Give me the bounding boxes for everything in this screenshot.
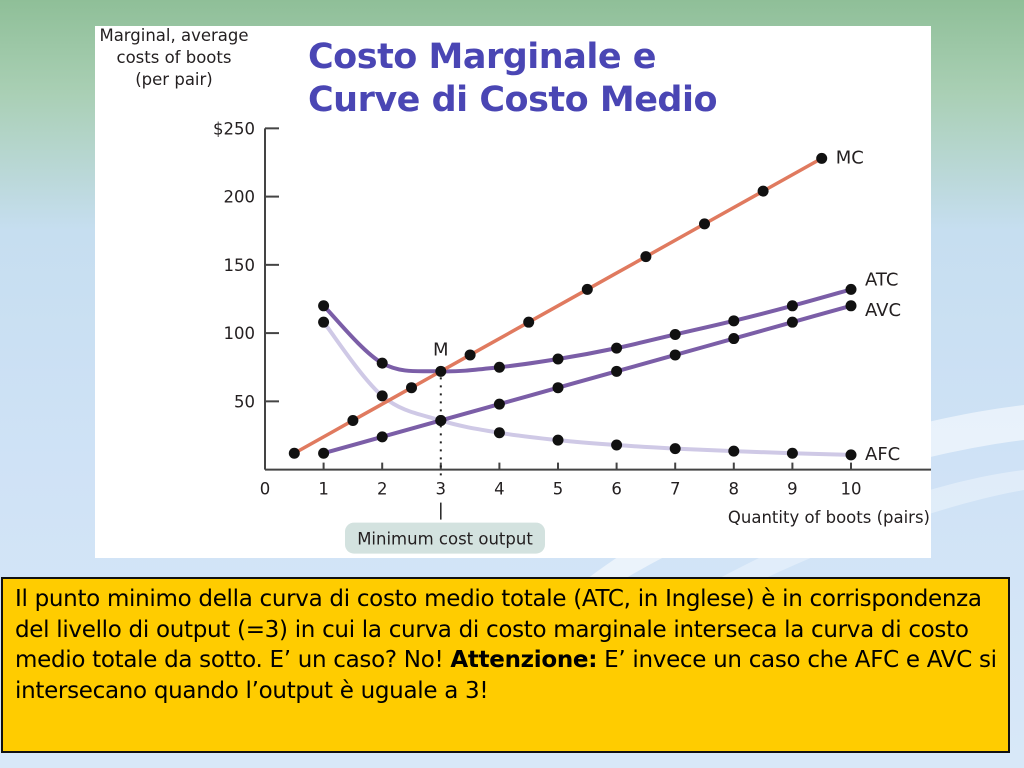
mc-point [816,152,828,164]
x-tick-label: 4 [494,480,505,499]
title-line-1: Costo Marginale e [308,37,656,77]
atc-label: ATC [865,269,898,290]
mc-curve [292,156,824,455]
x-tick-label: 1 [318,480,329,499]
title-line-2: Curve di Costo Medio [308,80,718,120]
avc-point [376,431,388,443]
afc-point [435,414,447,426]
slide-title: Costo Marginale e Curve di Costo Medio [308,36,718,122]
minimum-callout-label: Minimum cost output [357,530,533,549]
atc-point [493,361,505,373]
x-tick-label: 7 [670,480,681,499]
minimum-callout-box [345,522,545,554]
mc-point [699,218,710,230]
y-tick-label: 100 [224,324,256,343]
mc-point [288,447,300,459]
y-tick-label: $250 [213,119,255,138]
atc-point [786,300,798,312]
afc-point [669,443,681,455]
afc-curve [321,320,853,457]
avc-point [728,333,740,345]
x-tick-label: 5 [553,480,564,499]
x-tick-label: 0 [260,480,271,499]
mc-point [347,414,359,426]
x-tick-label: 9 [787,480,798,499]
mc-point [406,382,417,394]
atc-point [611,342,623,354]
avc-point [845,300,857,312]
y-axis-label-line-3: (per pair) [135,70,212,89]
avc-label: AVC [865,300,901,321]
avc-point [552,382,564,394]
caption-box: Il punto minimo della curva di costo med… [1,577,1010,753]
x-tick-label: 6 [611,480,622,499]
mc-label: MC [836,147,864,168]
afc-point [552,434,564,446]
mc-point [640,251,652,263]
x-tick-label: 2 [377,480,388,499]
afc-point [728,445,740,457]
atc-point [318,300,330,312]
y-axis-label: Marginal, average costs of boots (per pa… [99,26,248,89]
afc-point [786,447,798,459]
afc-point [493,427,505,439]
avc-curve [321,303,853,456]
y-axis-label-line-1: Marginal, average [99,26,248,45]
afc-label: AFC [865,444,900,465]
atc-point [669,328,681,340]
atc-point [552,353,564,365]
afc-point [845,449,857,461]
point-m-label: M [433,339,449,360]
data-points [288,152,857,461]
caption-bold-attenzione: Attenzione: [450,647,598,673]
atc-point [376,357,388,369]
mc-point [581,283,593,295]
caption-text-1: Il punto minimo della curva di costo med… [15,586,982,673]
y-tick-label: 150 [224,256,256,275]
atc-point [435,365,447,377]
atc-curve [321,287,853,374]
axes: 50 100 150 200 $250 0 1 2 3 4 5 6 7 8 9 10 Quantity of b… [213,119,931,554]
y-axis-label-line-2: costs of boots [117,48,232,67]
series-labels: MC ATC AVC AFC [836,147,901,464]
x-tick-label: 8 [729,480,740,499]
avc-point [493,398,505,410]
afc-point [318,316,330,328]
y-tick-label: 50 [234,392,255,411]
afc-point [376,390,388,402]
avc-point [786,316,798,328]
atc-point [728,315,740,327]
afc-point [611,439,623,451]
x-tick-label: 10 [841,480,862,499]
cost-curves-chart: Marginal, average costs of boots (per pa… [99,26,931,554]
x-axis-label: Quantity of boots (pairs) [728,508,930,527]
mc-point [757,185,769,197]
caption-text-2: E’ invece un caso che AFC e AVC si inter… [15,647,997,704]
mc-point [464,349,476,361]
atc-point [845,283,857,295]
y-tick-label: 200 [224,188,256,207]
x-tick-label: 3 [436,480,447,499]
mc-point [523,316,535,328]
curves [292,156,853,457]
avc-point [611,365,623,377]
avc-point [669,349,681,361]
avc-point [318,447,330,459]
